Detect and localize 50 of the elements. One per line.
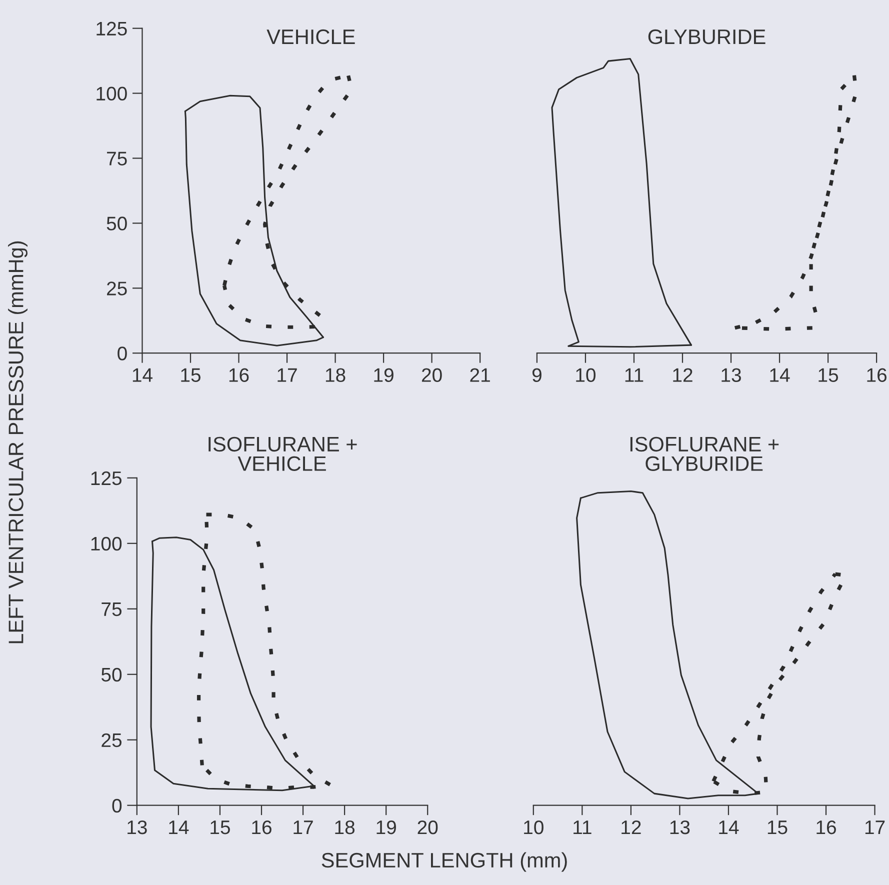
x-tick-label: 19 [374, 368, 394, 382]
x-tick-label: 17 [278, 368, 297, 382]
chart-title: GLYBURIDE [648, 29, 766, 44]
x-tick-label: 16 [816, 820, 836, 834]
x-tick-label: 20 [418, 820, 438, 834]
y-tick-label: 125 [96, 22, 127, 36]
y-tick-label: 50 [101, 668, 122, 682]
y-tick-label: 75 [102, 602, 122, 616]
x-tick-label: 13 [128, 820, 147, 834]
y-tick-label: 0 [118, 346, 127, 360]
y-tick-label: 125 [91, 471, 122, 486]
x-tick-label: 17 [865, 820, 885, 834]
x-tick-label: 15 [768, 820, 788, 834]
y-tick-label: 75 [107, 152, 127, 166]
x-tick-label: 12 [673, 368, 692, 382]
x-tick-label: 18 [335, 820, 355, 834]
x-tick-label: 19 [376, 820, 396, 834]
x-tick-label: 20 [422, 368, 442, 382]
x-tick-label: 11 [574, 820, 592, 834]
x-axis-title: SEGMENT LENGTH (mm) [322, 852, 567, 872]
x-tick-label: 21 [470, 368, 490, 382]
x-tick-label: 17 [294, 820, 313, 834]
x-tick-label: 10 [524, 820, 544, 834]
x-tick-label: 15 [818, 368, 838, 382]
x-tick-label: 14 [719, 820, 739, 834]
chart-title: ISOFLURANE + GLYBURIDE [630, 436, 779, 472]
x-tick-label: 16 [867, 368, 887, 382]
x-tick-label: 14 [169, 820, 189, 834]
x-tick-label: 12 [622, 820, 641, 834]
y-axis-title: LEFT VENTRICULAR PRESSURE (mmHg) [8, 241, 28, 644]
x-tick-label: 14 [770, 368, 790, 382]
x-tick-label: 9 [532, 368, 542, 382]
x-tick-label: 13 [670, 820, 690, 834]
y-tick-label: 100 [96, 86, 127, 101]
x-tick-label: 10 [576, 368, 596, 382]
y-tick-label: 100 [91, 536, 122, 551]
x-tick-label: 18 [326, 368, 346, 382]
x-tick-label: 13 [722, 368, 741, 382]
chart-title: VEHICLE [266, 29, 355, 44]
chart-title: ISOFLURANE + VEHICLE [208, 436, 357, 472]
x-tick-label: 11 [625, 368, 644, 382]
x-tick-label: 15 [181, 368, 200, 382]
y-tick-label: 50 [106, 216, 127, 230]
y-tick-label: 25 [107, 282, 127, 296]
y-tick-label: 25 [102, 733, 122, 748]
x-tick-label: 15 [210, 820, 230, 834]
x-tick-label: 14 [132, 368, 152, 382]
x-tick-label: 16 [229, 368, 249, 382]
y-tick-label: 0 [112, 798, 122, 813]
x-tick-label: 16 [252, 820, 272, 834]
